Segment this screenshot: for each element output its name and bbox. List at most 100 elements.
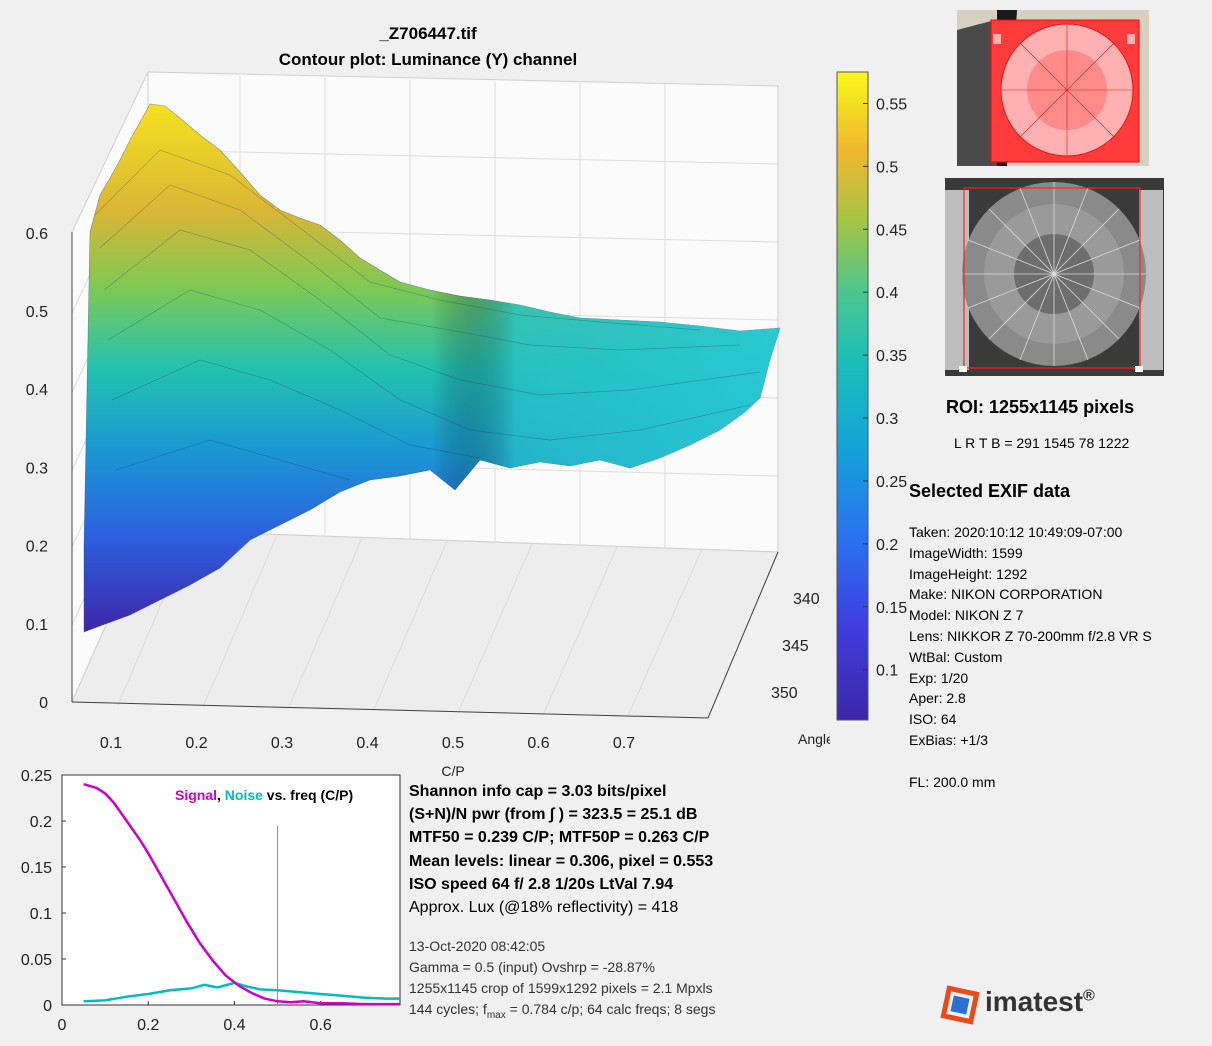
z-tick-label: 0.1 bbox=[26, 617, 48, 634]
cycles-text-a: 144 cycles; f bbox=[409, 1001, 487, 1017]
roi-lrtb: L R T B = 291 1545 78 1222 bbox=[954, 435, 1130, 451]
sn-tick-labels: 0 0.05 0.1 0.15 0.2 0.25 0 0.2 0.4 0.6 bbox=[21, 768, 332, 1034]
iso-stat: ISO speed 64 f/ 2.8 1/20s LtVal 7.94 bbox=[409, 875, 674, 893]
noise-series-line bbox=[83, 981, 400, 1003]
x-tick-label: 0.4 bbox=[356, 735, 378, 752]
colorbar-tick-label: 0.55 bbox=[876, 96, 907, 113]
sn-y-tick-label: 0.1 bbox=[30, 906, 52, 923]
surface-shade bbox=[84, 104, 780, 632]
surface-ridges bbox=[94, 149, 761, 481]
z-tick-label: 0.2 bbox=[26, 539, 48, 556]
sn-y-tick-label: 0.2 bbox=[30, 814, 52, 831]
colorbar-tick-labels: 0.55 0.5 0.45 0.4 0.35 0.3 0.25 0.2 0.15 0.1 bbox=[863, 96, 907, 680]
sn-y-tick-label: 0 bbox=[43, 998, 52, 1015]
exif-line: FL: 200.0 mm bbox=[909, 773, 996, 790]
exif-line: Taken: 2020:10:12 10:49:09-07:00 bbox=[909, 524, 1123, 540]
angle-tick-labels: 340 345 350 bbox=[771, 591, 820, 702]
x-tick-label: 0.2 bbox=[185, 735, 207, 752]
roi-title: ROI: 1255x1145 pixels bbox=[946, 397, 1135, 417]
exif-line: ImageWidth: 1599 bbox=[909, 544, 1023, 561]
x-tick-label: 0.5 bbox=[442, 735, 464, 752]
angle-tick-label: 340 bbox=[793, 591, 820, 608]
signal-noise-chart: 0 0.05 0.1 0.15 0.2 0.25 0 0.2 0.4 0.6 Signal, No… bbox=[21, 768, 401, 1034]
exif-line: Model: NIKON Z 7 bbox=[909, 607, 1024, 624]
x-axis-line bbox=[71, 701, 709, 719]
plot-area bbox=[61, 774, 401, 1006]
run-date: 13-Oct-2020 08:42:05 bbox=[409, 938, 546, 954]
x-tick-label: 0.7 bbox=[613, 735, 635, 752]
colorbar-tick-label: 0.4 bbox=[876, 285, 898, 302]
colorbar-tick-label: 0.2 bbox=[876, 537, 898, 554]
exif-line: WtBal: Custom bbox=[909, 648, 1003, 665]
x-tick-label: 0.6 bbox=[527, 735, 549, 752]
colorbar-tick-label: 0.45 bbox=[876, 222, 907, 239]
x-axis-label: C/P bbox=[441, 763, 464, 779]
z-tick-label: 0 bbox=[39, 695, 48, 712]
exif-line bbox=[909, 751, 1152, 772]
imatest-logo-icon bbox=[940, 985, 980, 1025]
sn-title-rest: vs. freq (C/P) bbox=[263, 787, 353, 803]
colorbar: 0.55 0.5 0.45 0.4 0.35 0.3 0.25 0.2 0.15 0.1 bbox=[836, 71, 907, 721]
x-tick-labels: 0.1 0.2 0.3 0.4 0.5 0.6 0.7 bbox=[100, 735, 635, 752]
z-tick-label: 0.3 bbox=[26, 460, 48, 477]
roi-thumbnail bbox=[957, 10, 1149, 166]
file-title: _Z706447.tif bbox=[379, 24, 477, 43]
plot-title: Contour plot: Luminance (Y) channel bbox=[278, 50, 578, 69]
exif-list: Taken: 2020:10:12 10:49:09-07:00 ImageWid… bbox=[909, 522, 1152, 792]
cycles-stat: 144 cycles; fmax = 0.784 c/p; 64 calc fr… bbox=[409, 999, 715, 1026]
exif-line: ExBias: +1/3 bbox=[909, 731, 988, 748]
exif-line: Lens: NIKKOR Z 70-200mm f/2.8 VR S bbox=[909, 627, 1152, 644]
sn-y-tick-label: 0.05 bbox=[21, 952, 52, 969]
angle-tick-label: 345 bbox=[782, 638, 809, 655]
colorbar-gradient bbox=[836, 71, 869, 721]
stats-block: Shannon info cap = 3.03 bits/pixel (S+N)… bbox=[409, 780, 713, 919]
imatest-logo-text: imatest® bbox=[985, 986, 1095, 1018]
sn-y-tick-label: 0.15 bbox=[21, 860, 52, 877]
colorbar-tick-label: 0.35 bbox=[876, 348, 907, 365]
chart-thumbnail bbox=[945, 178, 1164, 376]
sn-title-signal: Signal bbox=[175, 787, 217, 803]
gamma-stat: Gamma = 0.5 (input) Ovshrp = -28.87% bbox=[409, 959, 655, 975]
cycles-text-b: = 0.784 c/p; 64 calc freqs; 8 segs bbox=[505, 1001, 716, 1017]
sn-title-comma: , bbox=[217, 787, 225, 803]
sn-title-noise: Noise bbox=[225, 787, 263, 803]
sn-x-tick-label: 0 bbox=[58, 1017, 67, 1034]
sn-x-tick-label: 0.6 bbox=[310, 1017, 332, 1034]
colorbar-tick-label: 0.15 bbox=[876, 600, 907, 617]
angle-axis-label: Angle bbox=[798, 731, 830, 747]
z-tick-label: 0.4 bbox=[26, 382, 48, 399]
colorbar-tick-label: 0.3 bbox=[876, 411, 898, 428]
colorbar-tick-label: 0.5 bbox=[876, 159, 898, 176]
colorbar-tick-label: 0.25 bbox=[876, 474, 907, 491]
meta-block: 13-Oct-2020 08:42:05 Gamma = 0.5 (input)… bbox=[409, 936, 715, 1026]
mtf-stat: MTF50 = 0.239 C/P; MTF50P = 0.263 C/P bbox=[409, 829, 710, 847]
surface-3d-plot: 00.10.20.30.40.50.6 0.1 0.2 0.3 0.4 0.5 0.6 0.… bbox=[26, 71, 830, 779]
exif-title: Selected EXIF data bbox=[909, 481, 1071, 501]
logo-word: imatest bbox=[985, 986, 1084, 1017]
angle-tick-label: 350 bbox=[771, 685, 798, 702]
z-tick-label: 0.6 bbox=[26, 226, 48, 243]
cycles-sub: max bbox=[486, 1009, 506, 1021]
x-tick-label: 0.3 bbox=[271, 735, 293, 752]
crop-stat: 1255x1145 crop of 1599x1292 pixels = 2.1… bbox=[409, 980, 713, 996]
lux-stat: Approx. Lux (@18% reflectivity) = 418 bbox=[409, 899, 679, 917]
sn-x-tick-label: 0.2 bbox=[137, 1017, 159, 1034]
logo-reg: ® bbox=[1083, 987, 1095, 1005]
signal-series-line bbox=[83, 782, 400, 1006]
snr-stat: (S+N)/N pwr (from ∫ ) = 323.5 = 25.1 dB bbox=[409, 806, 698, 824]
z-tick-label: 0.5 bbox=[26, 304, 48, 321]
exif-line: ISO: 64 bbox=[909, 711, 957, 728]
exif-line: Make: NIKON CORPORATION bbox=[909, 586, 1103, 603]
exif-line: ImageHeight: 1292 bbox=[909, 565, 1028, 582]
exif-line: Aper: 2.8 bbox=[909, 690, 966, 707]
sn-y-tick-label: 0.25 bbox=[21, 768, 52, 785]
shannon-stat: Shannon info cap = 3.03 bits/pixel bbox=[409, 783, 667, 800]
x-tick-label: 0.1 bbox=[100, 735, 122, 752]
sn-chart-title: Signal, Noise vs. freq (C/P) bbox=[175, 787, 353, 803]
exif-line: Exp: 1/20 bbox=[909, 669, 969, 686]
mean-levels-stat: Mean levels: linear = 0.306, pixel = 0.5… bbox=[409, 852, 714, 870]
sn-x-tick-label: 0.4 bbox=[223, 1017, 245, 1034]
angle-axis-line bbox=[707, 551, 779, 719]
colorbar-tick-label: 0.1 bbox=[876, 663, 898, 680]
z-tick-labels: 0 0.1 0.2 0.3 0.4 0.5 0.6 bbox=[26, 226, 48, 712]
